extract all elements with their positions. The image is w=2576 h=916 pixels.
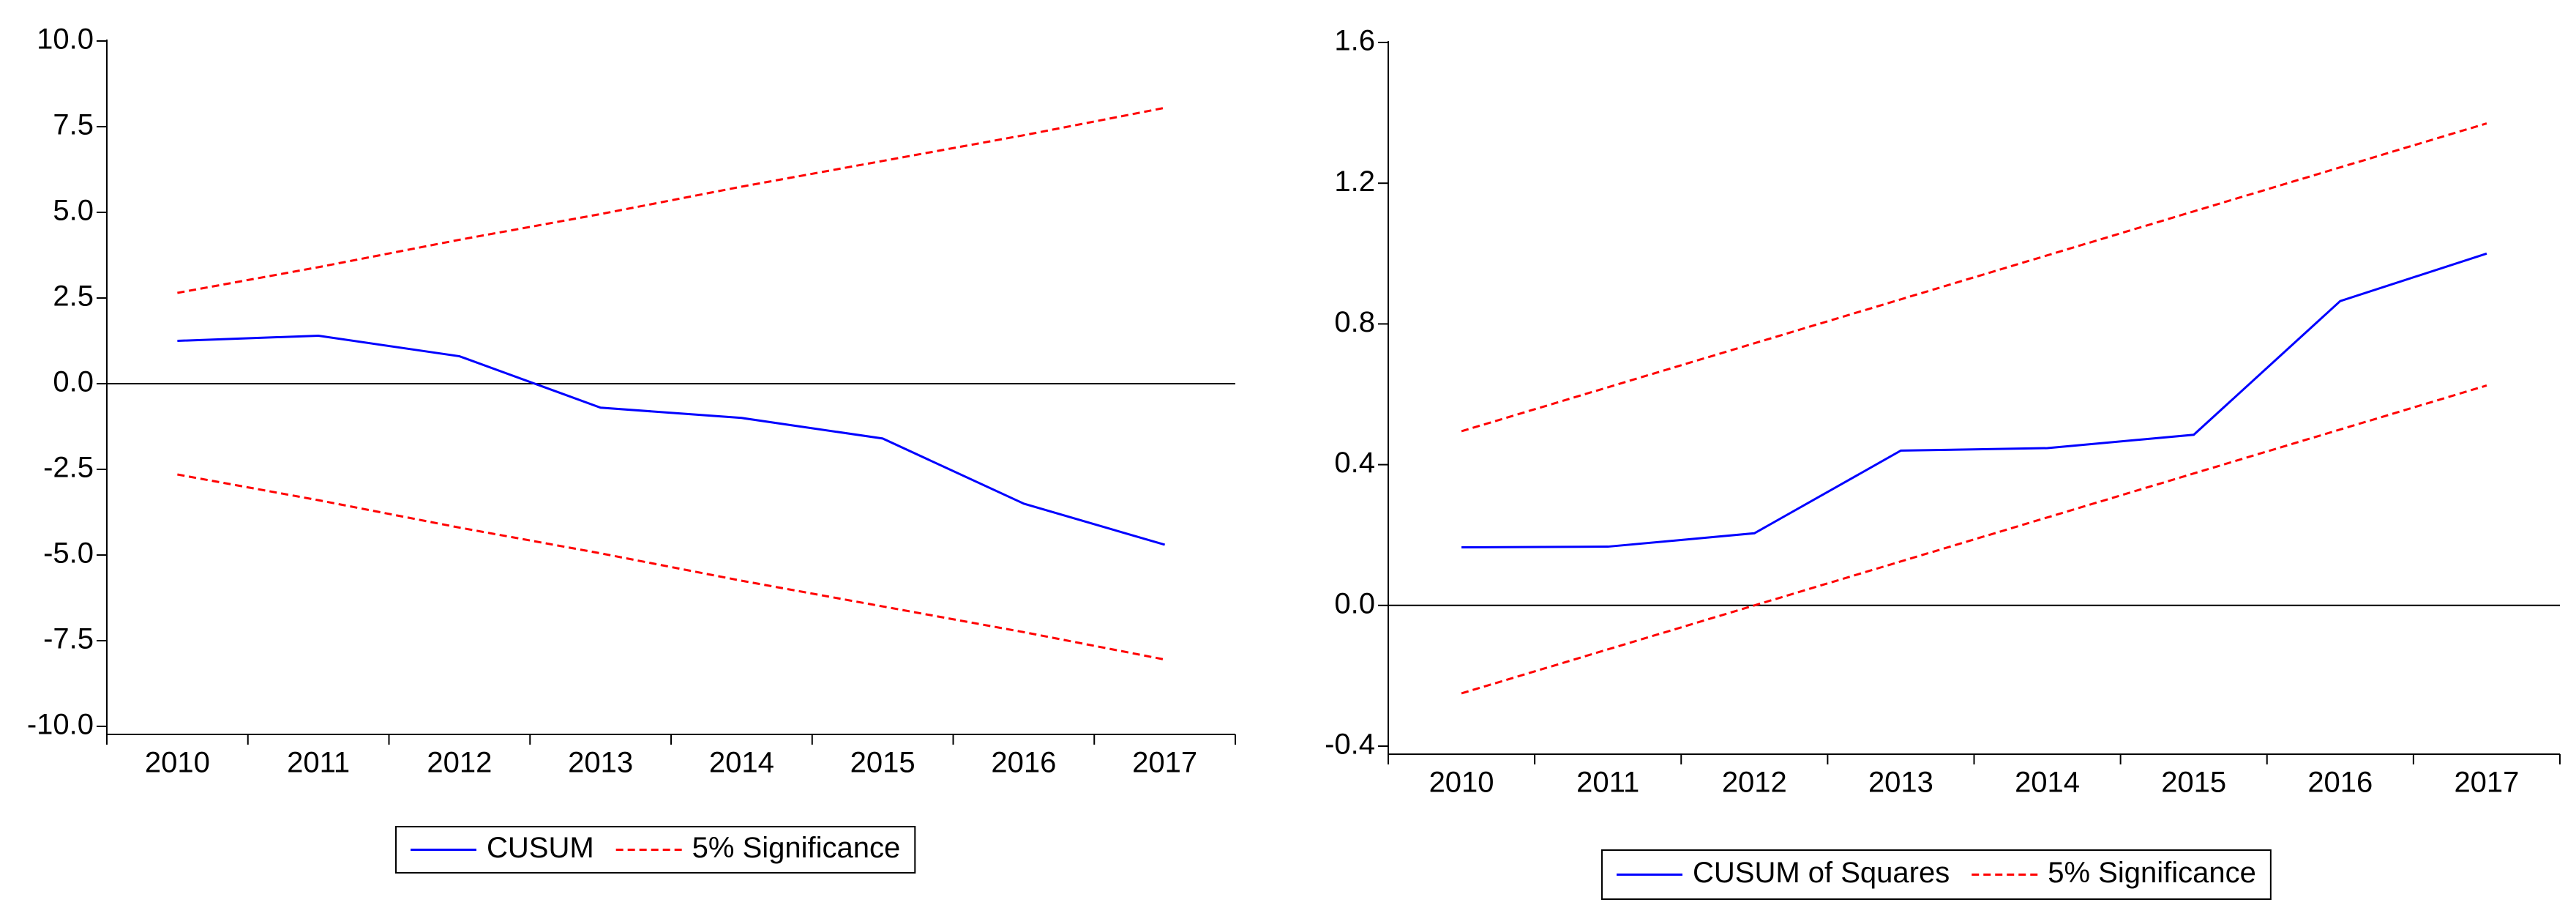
y-tick-label: 1.6 <box>1334 25 1375 57</box>
series-line <box>1461 122 2487 433</box>
x-tick-label: 2016 <box>991 747 1056 779</box>
y-tick-label: -7.5 <box>43 623 94 655</box>
y-tick-label: 0.0 <box>53 366 94 398</box>
x-tick-label: 2013 <box>568 747 633 779</box>
legend-label: 5% Significance <box>692 832 901 864</box>
y-tick-label: 0.0 <box>1334 587 1375 619</box>
x-tick-label: 2012 <box>1722 767 1787 799</box>
y-tick-label: 5.0 <box>53 195 94 227</box>
y-tick-label: 1.2 <box>1334 165 1375 198</box>
x-tick-label: 2015 <box>2161 767 2226 799</box>
x-tick-label: 2011 <box>1576 767 1639 799</box>
legend-label: CUSUM of Squares <box>1693 857 1950 889</box>
y-tick-label: -10.0 <box>27 709 94 741</box>
series-line <box>177 334 1166 546</box>
x-tick-label: 2014 <box>2015 767 2080 799</box>
y-tick-label: 2.5 <box>53 280 94 313</box>
x-tick-label: 2015 <box>850 747 916 779</box>
legend-box <box>1601 849 2272 900</box>
legend-label: 5% Significance <box>2048 857 2256 889</box>
y-tick-label: -0.4 <box>1325 729 1375 761</box>
y-tick-label: 0.8 <box>1334 306 1375 338</box>
x-tick-label: 2012 <box>427 747 492 779</box>
series-line <box>177 473 1165 661</box>
x-tick-label: 2017 <box>1132 747 1197 779</box>
x-tick-label: 2016 <box>2307 767 2373 799</box>
y-tick-label: 10.0 <box>37 23 94 56</box>
x-tick-label: 2011 <box>287 747 350 779</box>
x-tick-label: 2014 <box>709 747 774 779</box>
x-tick-label: 2017 <box>2454 767 2519 799</box>
x-tick-label: 2010 <box>1429 767 1494 799</box>
y-tick-label: -2.5 <box>43 452 94 484</box>
y-tick-label: 7.5 <box>53 109 94 141</box>
x-tick-label: 2013 <box>1868 767 1933 799</box>
series-line <box>1461 384 2487 695</box>
series-line <box>177 106 1165 294</box>
series-line <box>1461 252 2487 549</box>
x-tick-label: 2010 <box>145 747 210 779</box>
y-tick-label: 0.4 <box>1334 447 1375 479</box>
y-tick-label: -5.0 <box>43 537 94 570</box>
legend-label: CUSUM <box>487 832 594 864</box>
